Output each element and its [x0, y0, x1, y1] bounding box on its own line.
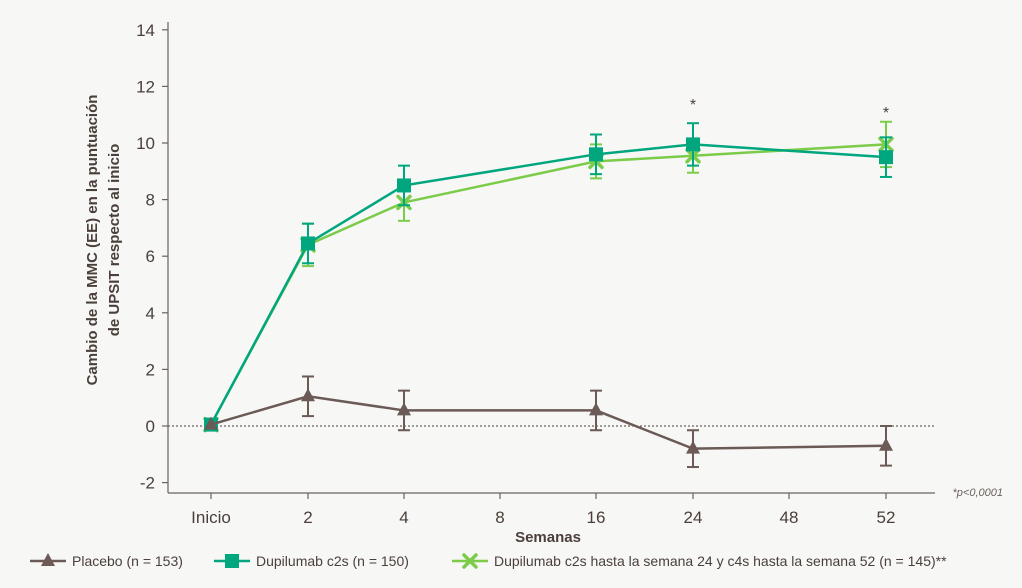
y-axis-title-line1: Cambio de la MMC (EE) en la puntuación [84, 95, 101, 386]
legend-label: Dupilumab c2s (n = 150) [256, 553, 409, 569]
triangle-marker [204, 416, 218, 430]
y-axis-title-line2: de UPSIT respecto al inicio [106, 144, 123, 337]
legend-label: Dupilumab c2s hasta la semana 24 y c4s h… [494, 553, 947, 569]
x-tick-label: 4 [399, 508, 408, 527]
square-marker [301, 236, 315, 251]
square-marker [686, 137, 700, 152]
x-marker-stroke [462, 553, 478, 569]
legend-item: Dupilumab c2s hasta la semana 24 y c4s h… [452, 553, 947, 569]
x-tick-label: 24 [684, 508, 703, 527]
triangle-marker [686, 440, 700, 454]
y-tick-label: 14 [136, 21, 155, 40]
series-placebo [204, 375, 893, 469]
x-tick-label: Inicio [191, 508, 231, 527]
x-tick-label: 2 [303, 508, 312, 527]
triangle-marker [879, 437, 893, 451]
significance-markers: * * [690, 97, 889, 122]
legend: Placebo (n = 153) Dupilumab c2s (n = 150)… [30, 553, 947, 569]
x-axis-title: Semanas [515, 529, 581, 546]
series-line [210, 395, 887, 450]
y-tick-label: 4 [146, 304, 155, 323]
legend-item: Placebo (n = 153) [30, 553, 183, 569]
series-layer [203, 120, 894, 469]
y-ticks: 14 12 10 8 6 4 2 0 -2 [136, 21, 168, 493]
x-tick-label: 52 [877, 508, 896, 527]
series-line [209, 143, 887, 426]
triangle-marker [397, 402, 411, 416]
square-marker [589, 147, 603, 162]
x-tick-label: 48 [780, 508, 799, 527]
y-tick-label: 12 [136, 77, 155, 96]
square-marker [397, 178, 411, 193]
footnote: *p<0,0001 [953, 487, 1003, 499]
y-tick-label: 0 [146, 417, 155, 436]
y-tick-label: 10 [136, 134, 155, 153]
y-tick-label: 6 [146, 247, 155, 266]
legend-item: Dupilumab c2s (n = 150) [214, 553, 409, 569]
axes [167, 22, 935, 494]
x-ticks: Inicio 2 4 8 16 24 48 52 [191, 493, 895, 527]
x-tick-label: 8 [495, 508, 504, 527]
legend-label: Placebo (n = 153) [72, 553, 183, 569]
triangle-marker [589, 402, 603, 416]
x-marker [462, 553, 478, 569]
x-tick-label: 16 [587, 508, 606, 527]
square-marker [879, 150, 893, 165]
y-tick-label: 8 [146, 191, 155, 210]
y-tick-label: -2 [140, 474, 155, 493]
series-line [209, 143, 887, 426]
y-tick-label: 2 [146, 360, 155, 379]
triangle-marker [301, 388, 315, 402]
triangle-marker [41, 553, 55, 566]
significance-star: * [883, 105, 889, 122]
significance-star: * [690, 97, 696, 114]
square-marker [225, 554, 239, 568]
